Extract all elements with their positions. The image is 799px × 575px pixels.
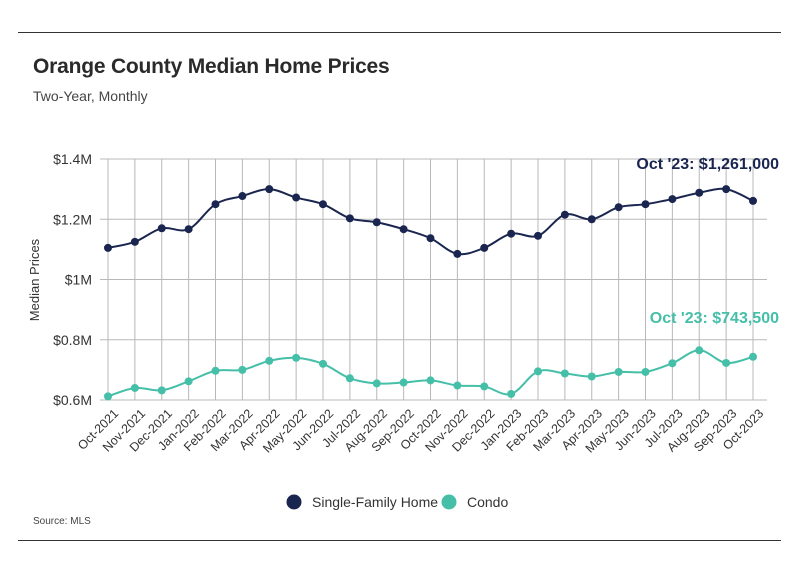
data-point [614,203,623,212]
data-point [292,353,301,362]
data-point [184,225,193,234]
data-point [130,383,139,392]
data-point [265,356,274,365]
data-point [587,215,596,224]
data-point [722,358,731,367]
legend-marker [441,494,457,510]
legend: Single-Family Home Condo [286,494,508,510]
y-tick-label: $0.8M [53,332,92,348]
data-point [426,376,435,385]
top-rule [18,32,781,33]
series-layer [104,185,757,401]
data-point [211,200,220,209]
data-point [399,225,408,234]
data-point [292,193,301,202]
data-point [345,214,354,223]
data-point [130,237,139,246]
data-point [560,369,569,378]
data-point [453,249,462,258]
legend-marker [286,494,302,510]
y-axis-label: Median Prices [27,238,42,321]
data-point [749,196,757,205]
data-point [238,365,247,374]
y-tick-label: $0.6M [53,392,92,408]
data-point [345,374,354,383]
data-point [184,377,193,386]
data-point [641,200,650,209]
y-tick-label: $1.4M [53,151,92,167]
data-point [426,234,435,243]
data-point [587,372,596,381]
legend-label: Single-Family Home [312,494,438,510]
series-end-annotation: Oct '23: $1,261,000 [636,156,779,173]
y-tick-label: $1.2M [53,211,92,227]
bottom-rule [18,540,781,541]
data-point [641,367,650,376]
data-point [265,185,274,194]
data-point [507,229,516,238]
data-point [534,367,542,376]
data-point [695,188,704,197]
data-point [372,218,381,227]
data-point [560,210,569,219]
y-tick-label: $1M [65,272,92,288]
y-axis-ticks: $0.6M $0.8M $1M $1.2M $1.4M [53,151,92,408]
data-point [695,346,704,355]
data-point [668,359,677,368]
data-point [104,243,112,252]
data-point [453,381,462,390]
chart-title: Orange County Median Home Prices [33,55,390,78]
data-point [614,367,623,376]
data-point [399,378,408,387]
data-point [668,195,677,204]
data-point [104,392,112,401]
data-point [480,382,489,391]
legend-label: Condo [467,494,508,510]
source-note: Source: MLS [33,516,91,527]
data-point [157,224,166,233]
data-point [722,185,731,194]
x-axis-ticks: Oct-2021Nov-2021Dec-2021Jan-2022Feb-2022… [75,406,766,455]
data-point [480,243,489,252]
data-point [534,231,542,240]
grid [100,158,767,401]
data-point [157,386,166,395]
series-end-annotation: Oct '23: $743,500 [650,310,779,327]
data-point [507,389,516,398]
data-point [238,192,247,201]
chart-subtitle: Two-Year, Monthly [33,88,148,104]
data-point [211,366,220,375]
annotations: Oct '23: $1,261,000 Oct '23: $743,500 [636,156,779,327]
data-point [319,200,327,209]
data-point [319,359,327,368]
data-point [749,352,757,361]
data-point [372,379,381,388]
